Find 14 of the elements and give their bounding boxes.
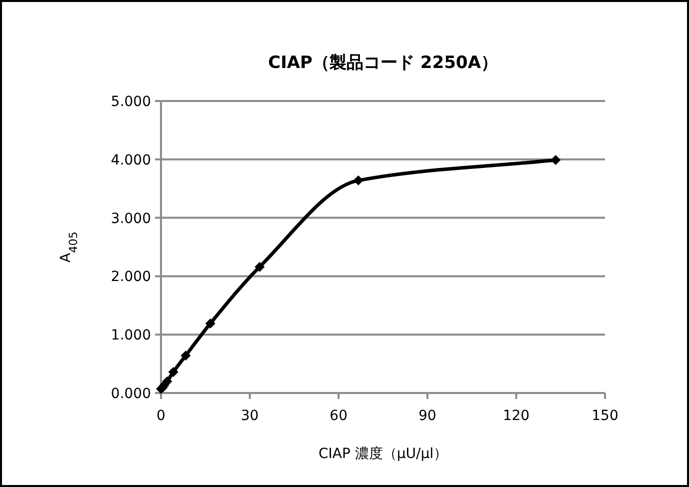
chart-title: CIAP（製品コード 2250A）: [268, 53, 498, 73]
x-tick-label: 150: [592, 408, 618, 424]
x-axis-title: CIAP 濃度（μU/μl）: [318, 446, 448, 462]
y-tick-label: 0.000: [110, 386, 151, 402]
x-tick-label: 0: [156, 408, 166, 424]
y-tick-label: 2.000: [110, 269, 151, 286]
y-tick-label: 3.000: [110, 210, 151, 227]
x-tick-label: 120: [502, 408, 530, 424]
x-tick-label: 60: [330, 408, 348, 424]
x-tick-label: 90: [418, 408, 436, 424]
y-tick-label: 4.000: [110, 152, 151, 168]
y-tick-label: 1.000: [110, 328, 151, 344]
y-tick-label: 5.000: [110, 94, 151, 110]
x-tick-label: 30: [240, 408, 259, 424]
